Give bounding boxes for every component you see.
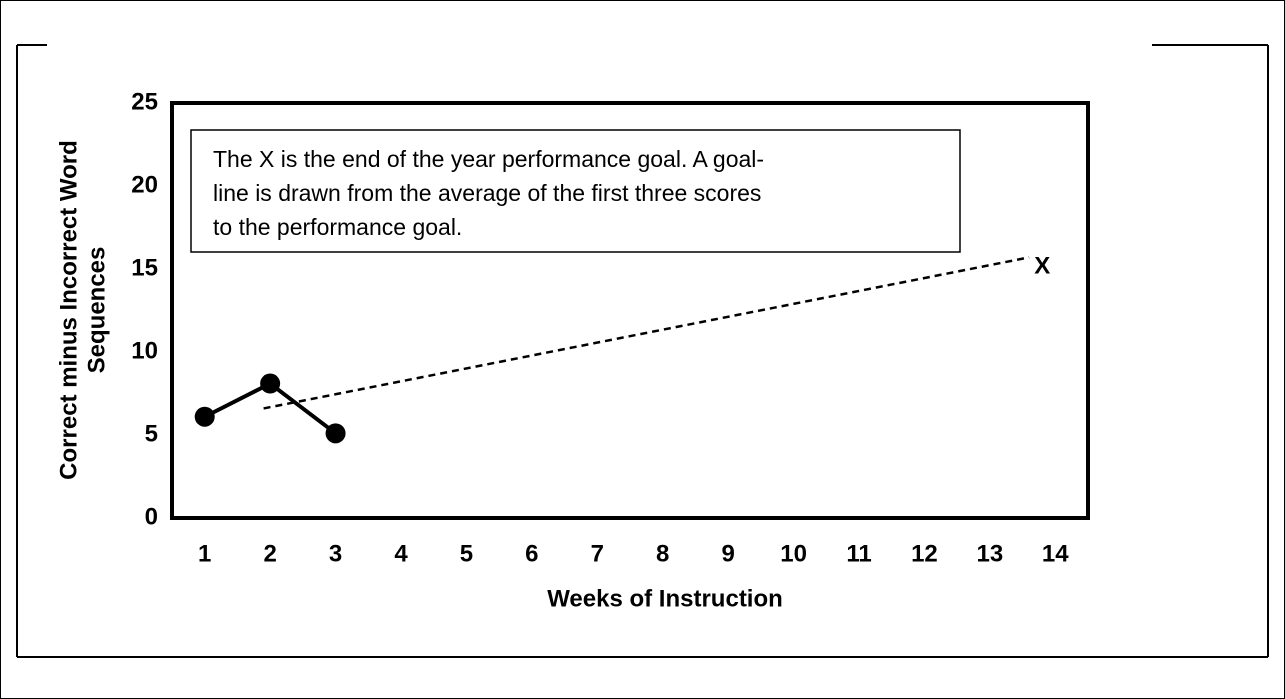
x-axis-label: Weeks of Instruction [547,585,783,612]
x-tick-label: 6 [525,540,538,567]
x-tick-label: 1 [198,540,211,567]
y-tick-label: 25 [131,88,158,115]
y-tick-label: 10 [131,337,158,364]
x-tick-label: 2 [263,540,276,567]
x-tick-label: 4 [394,540,408,567]
data-point [194,406,215,427]
x-tick-label: 8 [656,540,669,567]
annotation-box [190,129,961,253]
x-tick-label: 7 [591,540,604,567]
data-point [325,423,346,444]
data-point [260,373,281,394]
x-tick-label: 13 [977,540,1004,567]
plot-area [170,101,1090,520]
annotation-line: line is drawn from the average of the fi… [213,180,761,206]
annotation-line: The X is the end of the year performance… [213,146,764,172]
x-tick-label: 12 [911,540,938,567]
y-axis-label: Sequences [83,247,110,374]
y-tick-label: 0 [145,503,158,530]
x-tick-label: 10 [780,540,807,567]
y-tick-label: 15 [131,254,158,281]
y-axis-label: Correct minus Incorrect Word [55,140,82,480]
annotation-line: to the performance goal. [213,214,462,240]
goal-marker: X [1034,253,1050,280]
goal-line [263,256,1030,410]
x-tick-label: 11 [846,540,871,567]
x-tick-label: 5 [460,540,473,567]
frame [16,44,1269,658]
x-tick-label: 9 [721,540,734,567]
y-tick-label: 5 [145,420,158,447]
x-tick-label: 14 [1042,540,1069,567]
y-tick-label: 20 [131,171,158,198]
x-tick-label: 3 [329,540,342,567]
